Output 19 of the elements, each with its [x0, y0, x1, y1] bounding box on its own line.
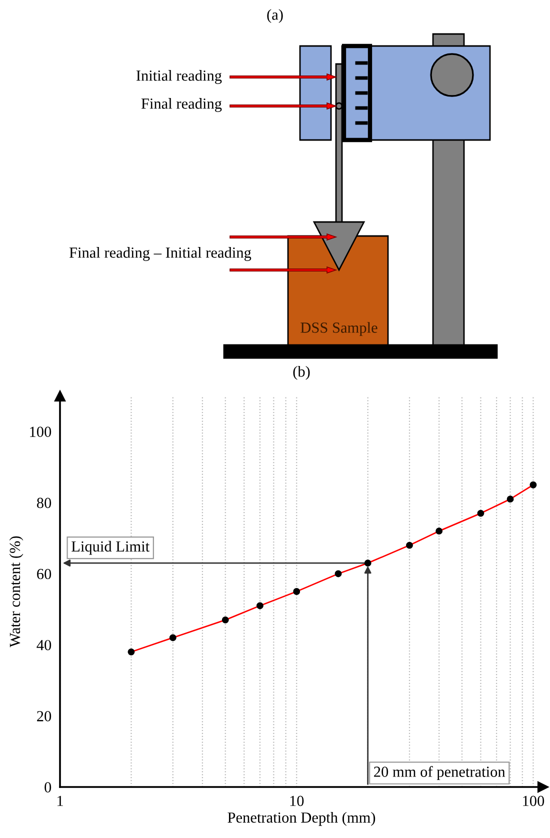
y-tick-label: 100: [30, 426, 52, 437]
y-axis-title: Water content (%): [9, 536, 24, 648]
y-tick-label: 0: [44, 782, 52, 792]
y-tick-label: 20: [37, 711, 52, 722]
text: DSS Sample: [300, 322, 378, 336]
y-tick-label: 80: [36, 498, 52, 508]
y-tick-label: 60: [37, 568, 52, 580]
text: (a): [267, 9, 283, 23]
y-tick-label: 40: [36, 640, 52, 650]
x-axis-title: Penetration Depth (mm): [228, 812, 376, 826]
x-tick-label: 1: [58, 796, 63, 806]
annotation: Liquid Limit: [72, 540, 150, 555]
x-tick-label: 10: [290, 796, 304, 806]
text: Final reading – Initial reading: [69, 247, 252, 261]
text: Initial reading: [136, 70, 222, 84]
text: Final reading: [141, 98, 222, 112]
x-tick-label: 100: [523, 796, 544, 806]
chart-title: (b): [293, 366, 310, 380]
annotation: 20 mm of penetration: [374, 766, 506, 780]
